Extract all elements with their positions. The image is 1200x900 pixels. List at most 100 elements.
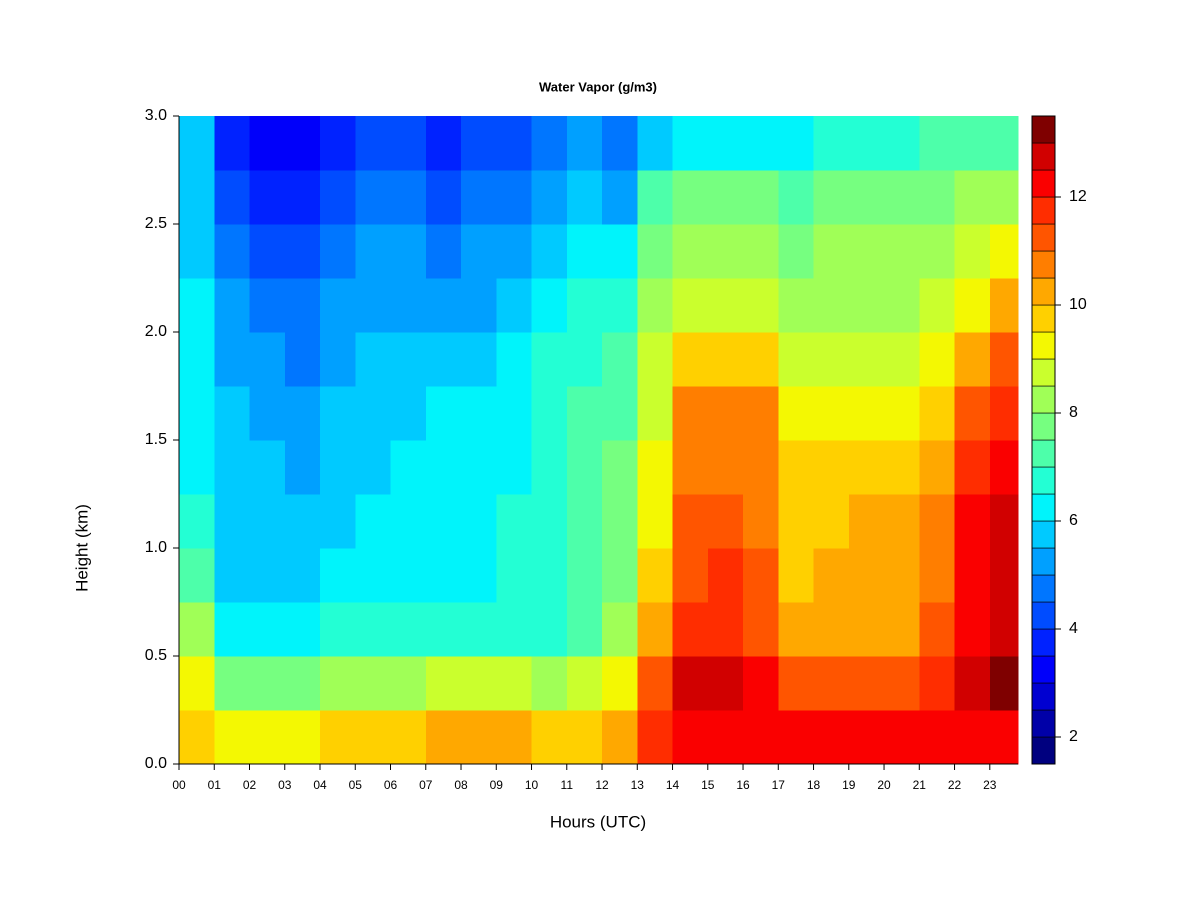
heat-cell (602, 278, 638, 333)
heat-cell (743, 170, 779, 225)
heat-cell (496, 602, 533, 657)
heat-cell (602, 494, 638, 549)
heat-cell (707, 170, 744, 225)
heat-cell (707, 440, 744, 495)
heat-cell (461, 602, 497, 657)
heat-cell (355, 710, 392, 765)
heat-cell (954, 548, 991, 603)
heat-cell (320, 602, 356, 657)
heat-cell (425, 602, 462, 657)
heat-cell (848, 332, 885, 387)
colorbar-band (1031, 142, 1056, 171)
x-tick-label: 17 (772, 778, 786, 792)
y-tick-label: 2.0 (145, 323, 167, 340)
heat-cell (249, 332, 286, 387)
heat-cell (531, 656, 568, 711)
x-tick-label: 06 (384, 778, 398, 792)
heat-cell (884, 602, 920, 657)
heat-cell (320, 656, 356, 711)
heat-cell (249, 116, 286, 171)
heat-cell (566, 710, 603, 765)
heat-cell (179, 332, 215, 387)
heat-cell (390, 656, 427, 711)
heat-cell (813, 602, 850, 657)
heat-cell (778, 170, 815, 225)
heat-cell (954, 494, 991, 549)
heat-cell (531, 494, 568, 549)
heat-cell (743, 548, 779, 603)
heat-cell (425, 548, 462, 603)
x-tick-label: 10 (525, 778, 539, 792)
heat-cell (355, 170, 392, 225)
heat-cell (390, 386, 427, 441)
heat-cell (637, 386, 674, 441)
heat-cell (531, 440, 568, 495)
heat-cell (461, 656, 497, 711)
heat-cell (813, 494, 850, 549)
heat-cell (461, 710, 497, 765)
heat-cell (778, 548, 815, 603)
heat-cell (284, 116, 321, 171)
heat-cell (707, 548, 744, 603)
heat-cell (707, 656, 744, 711)
heat-cell (320, 224, 356, 279)
heat-cell (602, 332, 638, 387)
heat-cell (249, 710, 286, 765)
heat-cell (989, 116, 1019, 171)
heat-cell (425, 116, 462, 171)
heat-cell (425, 656, 462, 711)
heat-cell (214, 170, 251, 225)
heat-cell (496, 278, 533, 333)
heat-cell (954, 656, 991, 711)
heat-cell (179, 494, 215, 549)
colorbar-band (1031, 466, 1056, 495)
heat-cell (566, 386, 603, 441)
heat-cell (919, 116, 956, 171)
heat-cell (496, 224, 533, 279)
heat-cell (390, 332, 427, 387)
heat-cell (320, 116, 356, 171)
heat-cell (743, 278, 779, 333)
heat-cell (496, 494, 533, 549)
heat-cell (919, 602, 956, 657)
heat-cell (390, 170, 427, 225)
heat-cell (602, 656, 638, 711)
heat-cell (989, 386, 1019, 441)
heat-cell (249, 602, 286, 657)
heat-cell (848, 494, 885, 549)
colorbar-band (1031, 358, 1056, 387)
heat-cell (602, 170, 638, 225)
colorbar-band (1031, 304, 1056, 333)
heat-cell (531, 386, 568, 441)
heat-cell (566, 116, 603, 171)
heat-cell (390, 548, 427, 603)
heat-cell (566, 278, 603, 333)
heat-cell (249, 494, 286, 549)
x-tick-label: 02 (243, 778, 257, 792)
heat-cell (425, 386, 462, 441)
heat-cell (249, 440, 286, 495)
x-tick-label: 04 (313, 778, 327, 792)
heat-cell (637, 116, 674, 171)
heat-cell (496, 386, 533, 441)
heat-cell (672, 278, 709, 333)
heat-cell (214, 710, 251, 765)
heat-cell (884, 116, 920, 171)
heat-cell (284, 278, 321, 333)
heat-cell (813, 332, 850, 387)
heat-cell (320, 170, 356, 225)
heat-cell (637, 224, 674, 279)
heat-cell (989, 602, 1019, 657)
x-tick-label: 23 (983, 778, 997, 792)
heat-cell (707, 332, 744, 387)
heat-cell (672, 440, 709, 495)
heat-cell (637, 170, 674, 225)
heat-cell (813, 656, 850, 711)
heat-cell (602, 548, 638, 603)
heat-cell (707, 278, 744, 333)
heat-cell (954, 440, 991, 495)
heat-cell (496, 548, 533, 603)
heat-cell (884, 548, 920, 603)
heat-cell (284, 548, 321, 603)
heat-cell (179, 656, 215, 711)
